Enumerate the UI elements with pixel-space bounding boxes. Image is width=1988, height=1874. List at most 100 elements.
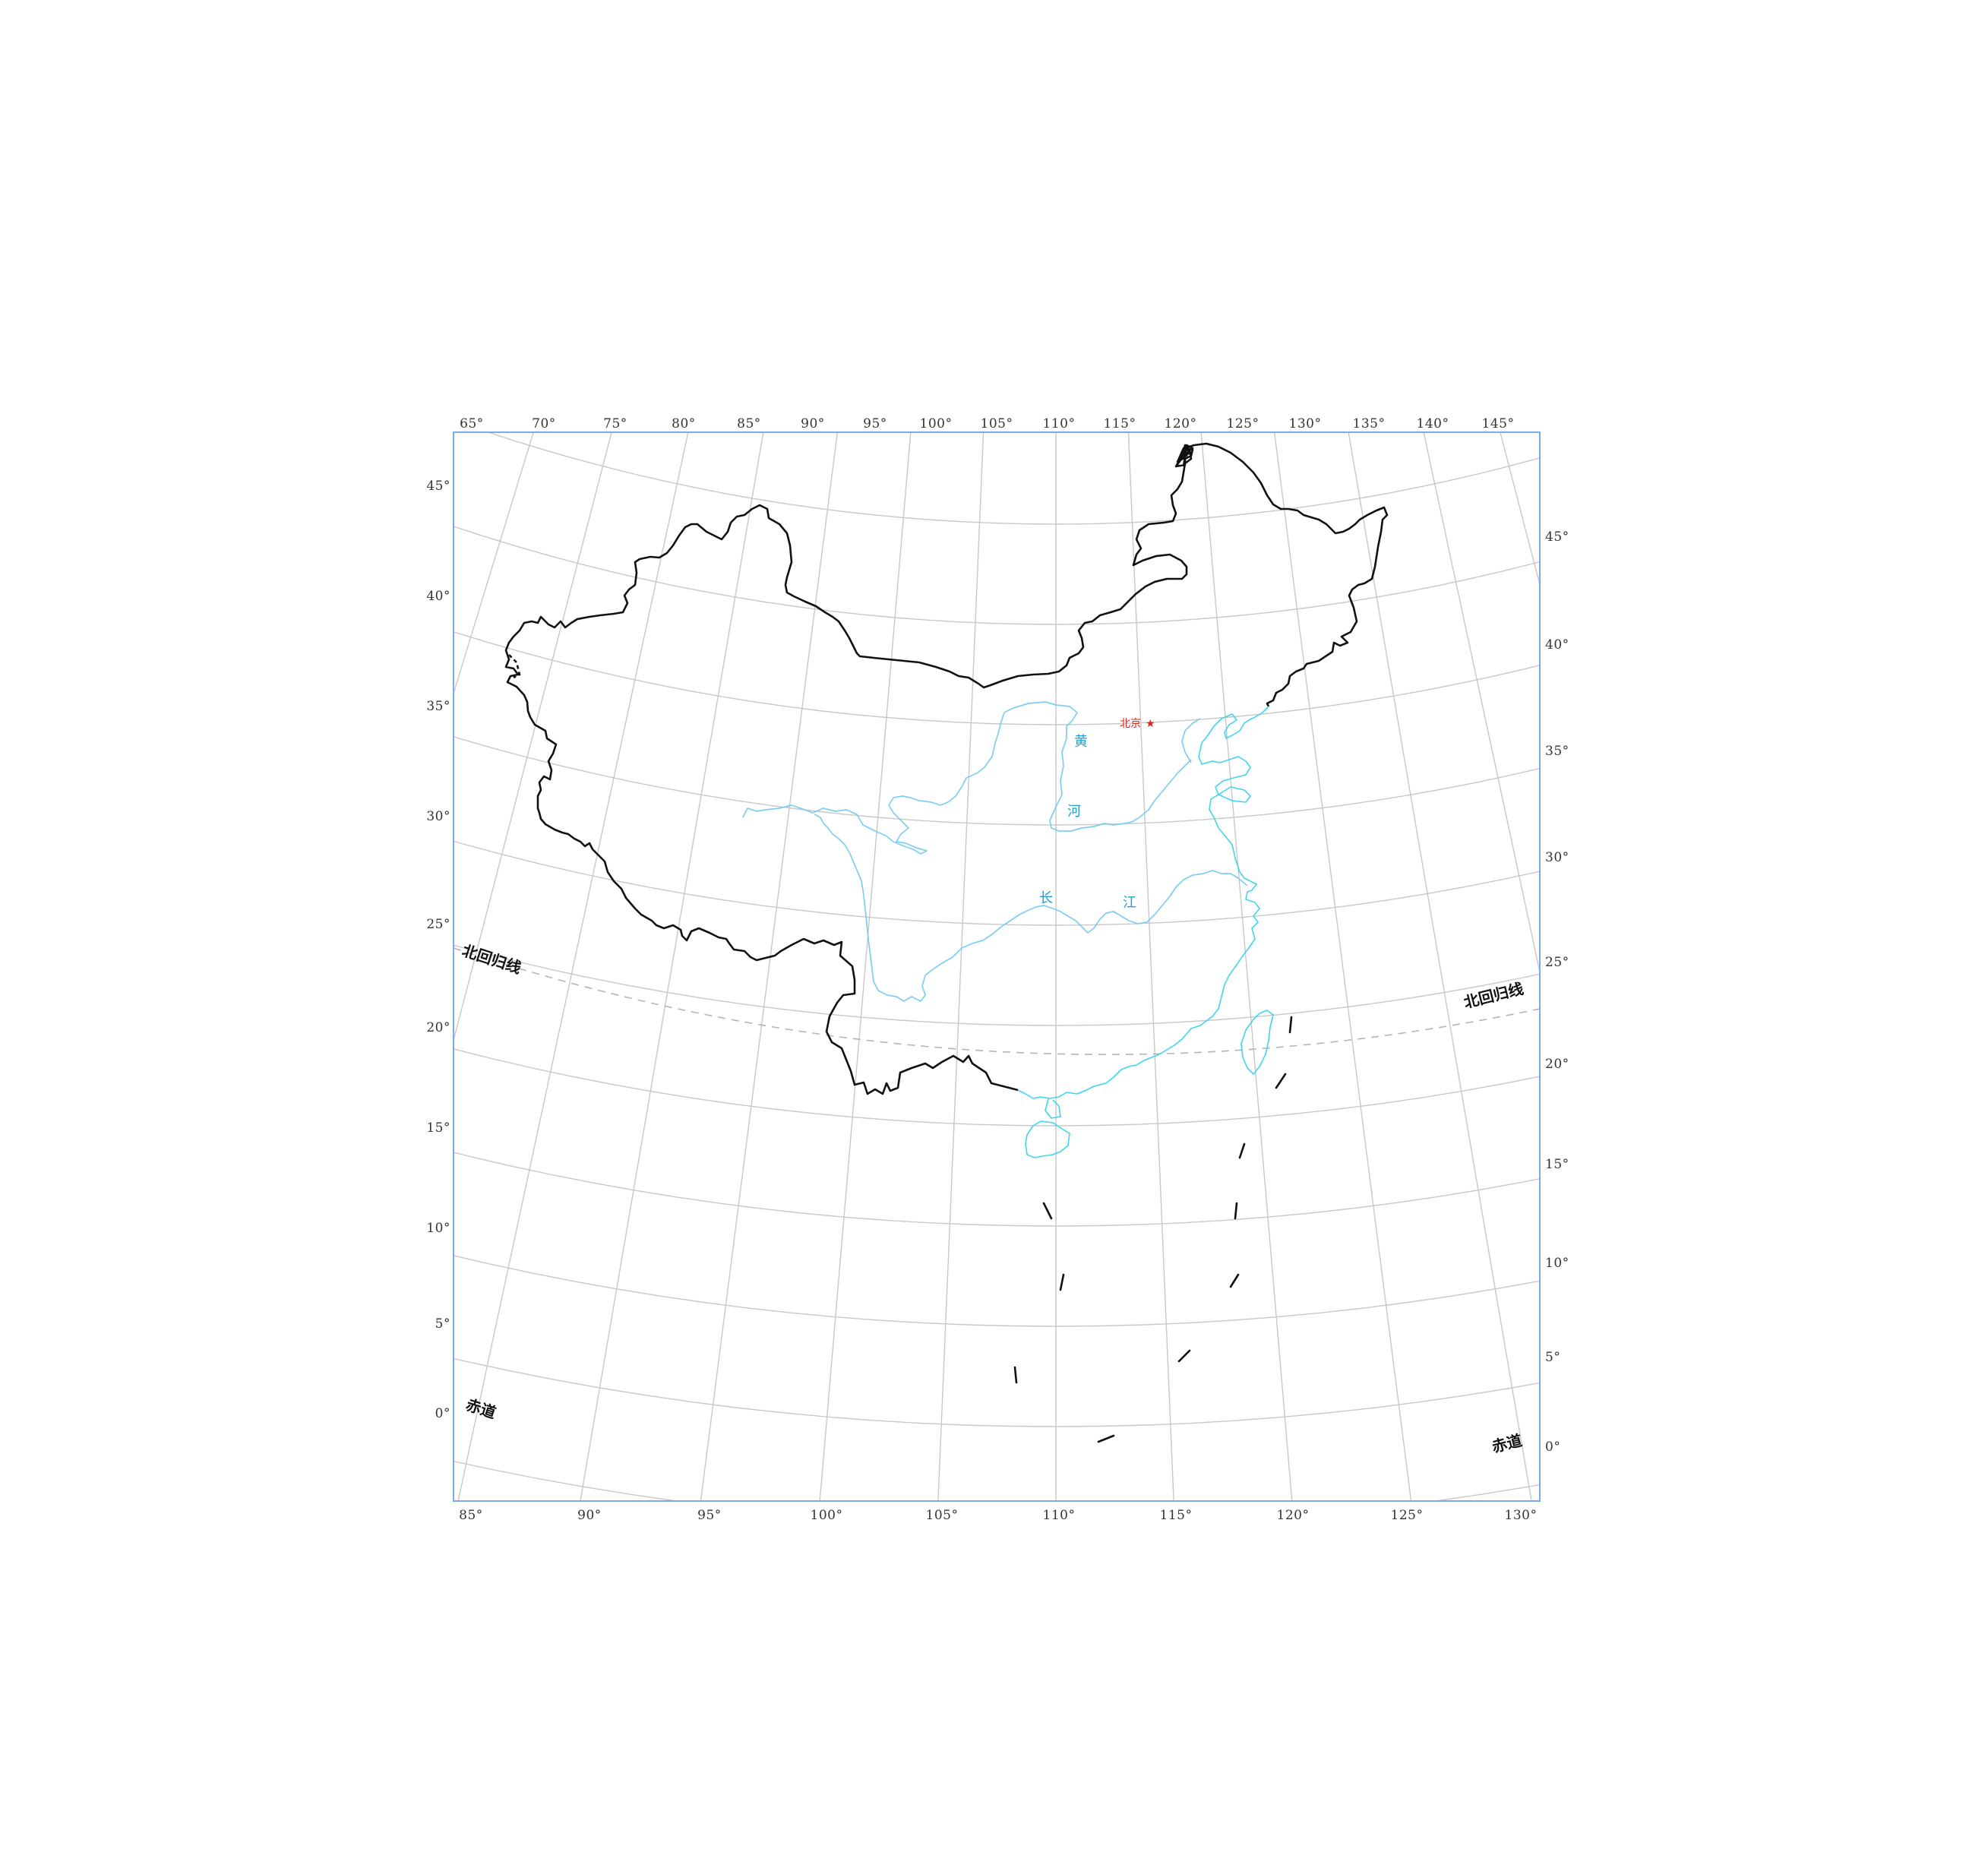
meridian-line (1127, 432, 1174, 1501)
meridian-line (56, 43, 590, 1556)
meridian-line (0, 23, 535, 1512)
yangtze-label-chang: 长 (1039, 890, 1053, 906)
bottom-longitude-label: 90° (577, 1508, 602, 1523)
meridian-line (1685, 0, 1988, 1407)
meridian-line (1200, 432, 1293, 1501)
bottom-longitude-label: 100° (811, 1508, 843, 1523)
bohai-coast (1218, 786, 1251, 803)
bottom-longitude-label: 110° (1043, 1508, 1076, 1523)
meridian-line (0, 0, 323, 1282)
meridian-line (1789, 0, 1988, 1282)
meridian-line (454, 432, 534, 696)
parallel-line (454, 1152, 1540, 1227)
meridian-line (1423, 432, 1540, 975)
top-longitude-label: 75° (603, 416, 627, 431)
parallel-line (454, 944, 1540, 1026)
meridian-line (1500, 432, 1540, 587)
meridian-line (457, 432, 689, 1501)
right-latitude-label: 30° (1545, 850, 1569, 865)
meridian-line (937, 432, 985, 1501)
bottom-longitude-label: 130° (1505, 1508, 1538, 1523)
top-longitude-label: 90° (801, 416, 825, 431)
left-latitude-label: 25° (426, 917, 450, 932)
disputed-border-west (508, 654, 521, 679)
right-latitude-label: 45° (1545, 529, 1569, 545)
south-china-sea-line-segments (1013, 1016, 1293, 1443)
right-latitude-label: 35° (1545, 744, 1569, 759)
parallel-line (454, 1460, 1540, 1501)
top-longitude-label: 95° (863, 416, 887, 431)
parallel-line (454, 840, 1540, 926)
hainan-island (1025, 1120, 1070, 1158)
parallel-line (454, 1255, 1540, 1327)
taiwan-island (1241, 1010, 1274, 1075)
top-longitude-label: 70° (532, 416, 556, 431)
yangtze-river (814, 814, 1248, 1002)
parallel-line (105, 133, 1988, 424)
top-longitude-label: 65° (460, 416, 484, 431)
left-latitude-label: 35° (426, 699, 450, 714)
top-longitude-label: 125° (1227, 416, 1259, 431)
yellow-river (742, 701, 1192, 855)
right-latitude-label: 20° (1545, 1057, 1569, 1072)
right-latitude-label: 25° (1545, 955, 1569, 970)
equator-label-left: 赤道 (463, 1395, 498, 1422)
tropic-label-right: 北回归线 (1462, 979, 1525, 1012)
meridian-line (580, 432, 764, 1501)
top-longitude-label: 105° (981, 416, 1013, 431)
parallel-line (486, 432, 1540, 525)
meridian-line (1273, 432, 1412, 1501)
meridian-line (1465, 62, 1935, 1597)
meridian-line (1522, 43, 1988, 1556)
yangtze-label-jiang: 江 (1123, 895, 1136, 911)
northern-river (1181, 718, 1201, 763)
meridian-line (1577, 23, 1988, 1512)
meridian-line (1348, 432, 1532, 1501)
parallel-line (454, 736, 1540, 826)
bottom-longitude-label: 115° (1160, 1508, 1193, 1523)
meridian-line (1737, 0, 1988, 1347)
right-latitude-label: 40° (1545, 637, 1569, 653)
top-longitude-label: 145° (1482, 416, 1515, 431)
top-longitude-label: 140° (1417, 416, 1449, 431)
meridian-line (0, 0, 427, 1407)
beijing-label: 北京 (1120, 718, 1141, 730)
parallel-line (454, 631, 1540, 725)
equator-label-right: 赤道 (1490, 1431, 1524, 1456)
right-latitude-label: 10° (1545, 1256, 1569, 1271)
left-latitude-label: 30° (426, 809, 450, 824)
bottom-longitude-label: 95° (697, 1508, 722, 1523)
national-border (504, 444, 1194, 1095)
tropic-label-left: 北回归线 (460, 941, 523, 978)
meridian-line (454, 432, 612, 1043)
tropic-of-cancer-line (454, 947, 1540, 1055)
left-latitude-label: 15° (426, 1120, 450, 1136)
coordinate-labels: 65° 70° 75° 80° 85° 90° 95° 100° 105° 110° 115° 120… (426, 416, 1569, 1523)
top-longitude-label: 110° (1043, 416, 1076, 431)
top-longitude-label: 135° (1353, 416, 1386, 431)
top-longitude-label: 115° (1104, 416, 1136, 431)
right-latitude-label: 15° (1545, 1157, 1569, 1172)
meridian-line (1632, 0, 1988, 1462)
left-latitude-label: 10° (426, 1221, 450, 1236)
parallel-line (454, 526, 1540, 625)
top-longitude-label: 80° (672, 416, 696, 431)
yellow-river-label-he: 河 (1067, 804, 1081, 820)
leizhou-peninsula (1045, 1098, 1061, 1119)
meridian-line (0, 0, 480, 1462)
right-latitude-label: 0° (1545, 1439, 1560, 1455)
bottom-longitude-label: 120° (1277, 1508, 1310, 1523)
coastline (1017, 706, 1269, 1099)
map-frame (453, 431, 1541, 1502)
bottom-longitude-label: 105° (926, 1508, 959, 1523)
north-east-border (1180, 442, 1389, 707)
parallel-line (454, 1048, 1540, 1127)
meridian-line (700, 432, 839, 1501)
bottom-longitude-label: 85° (459, 1508, 483, 1523)
graticule-grid (0, 0, 1988, 1597)
top-longitude-label: 85° (737, 416, 761, 431)
left-latitude-label: 20° (426, 1020, 450, 1035)
bottom-longitude-label: 125° (1391, 1508, 1424, 1523)
top-longitude-label: 130° (1289, 416, 1322, 431)
